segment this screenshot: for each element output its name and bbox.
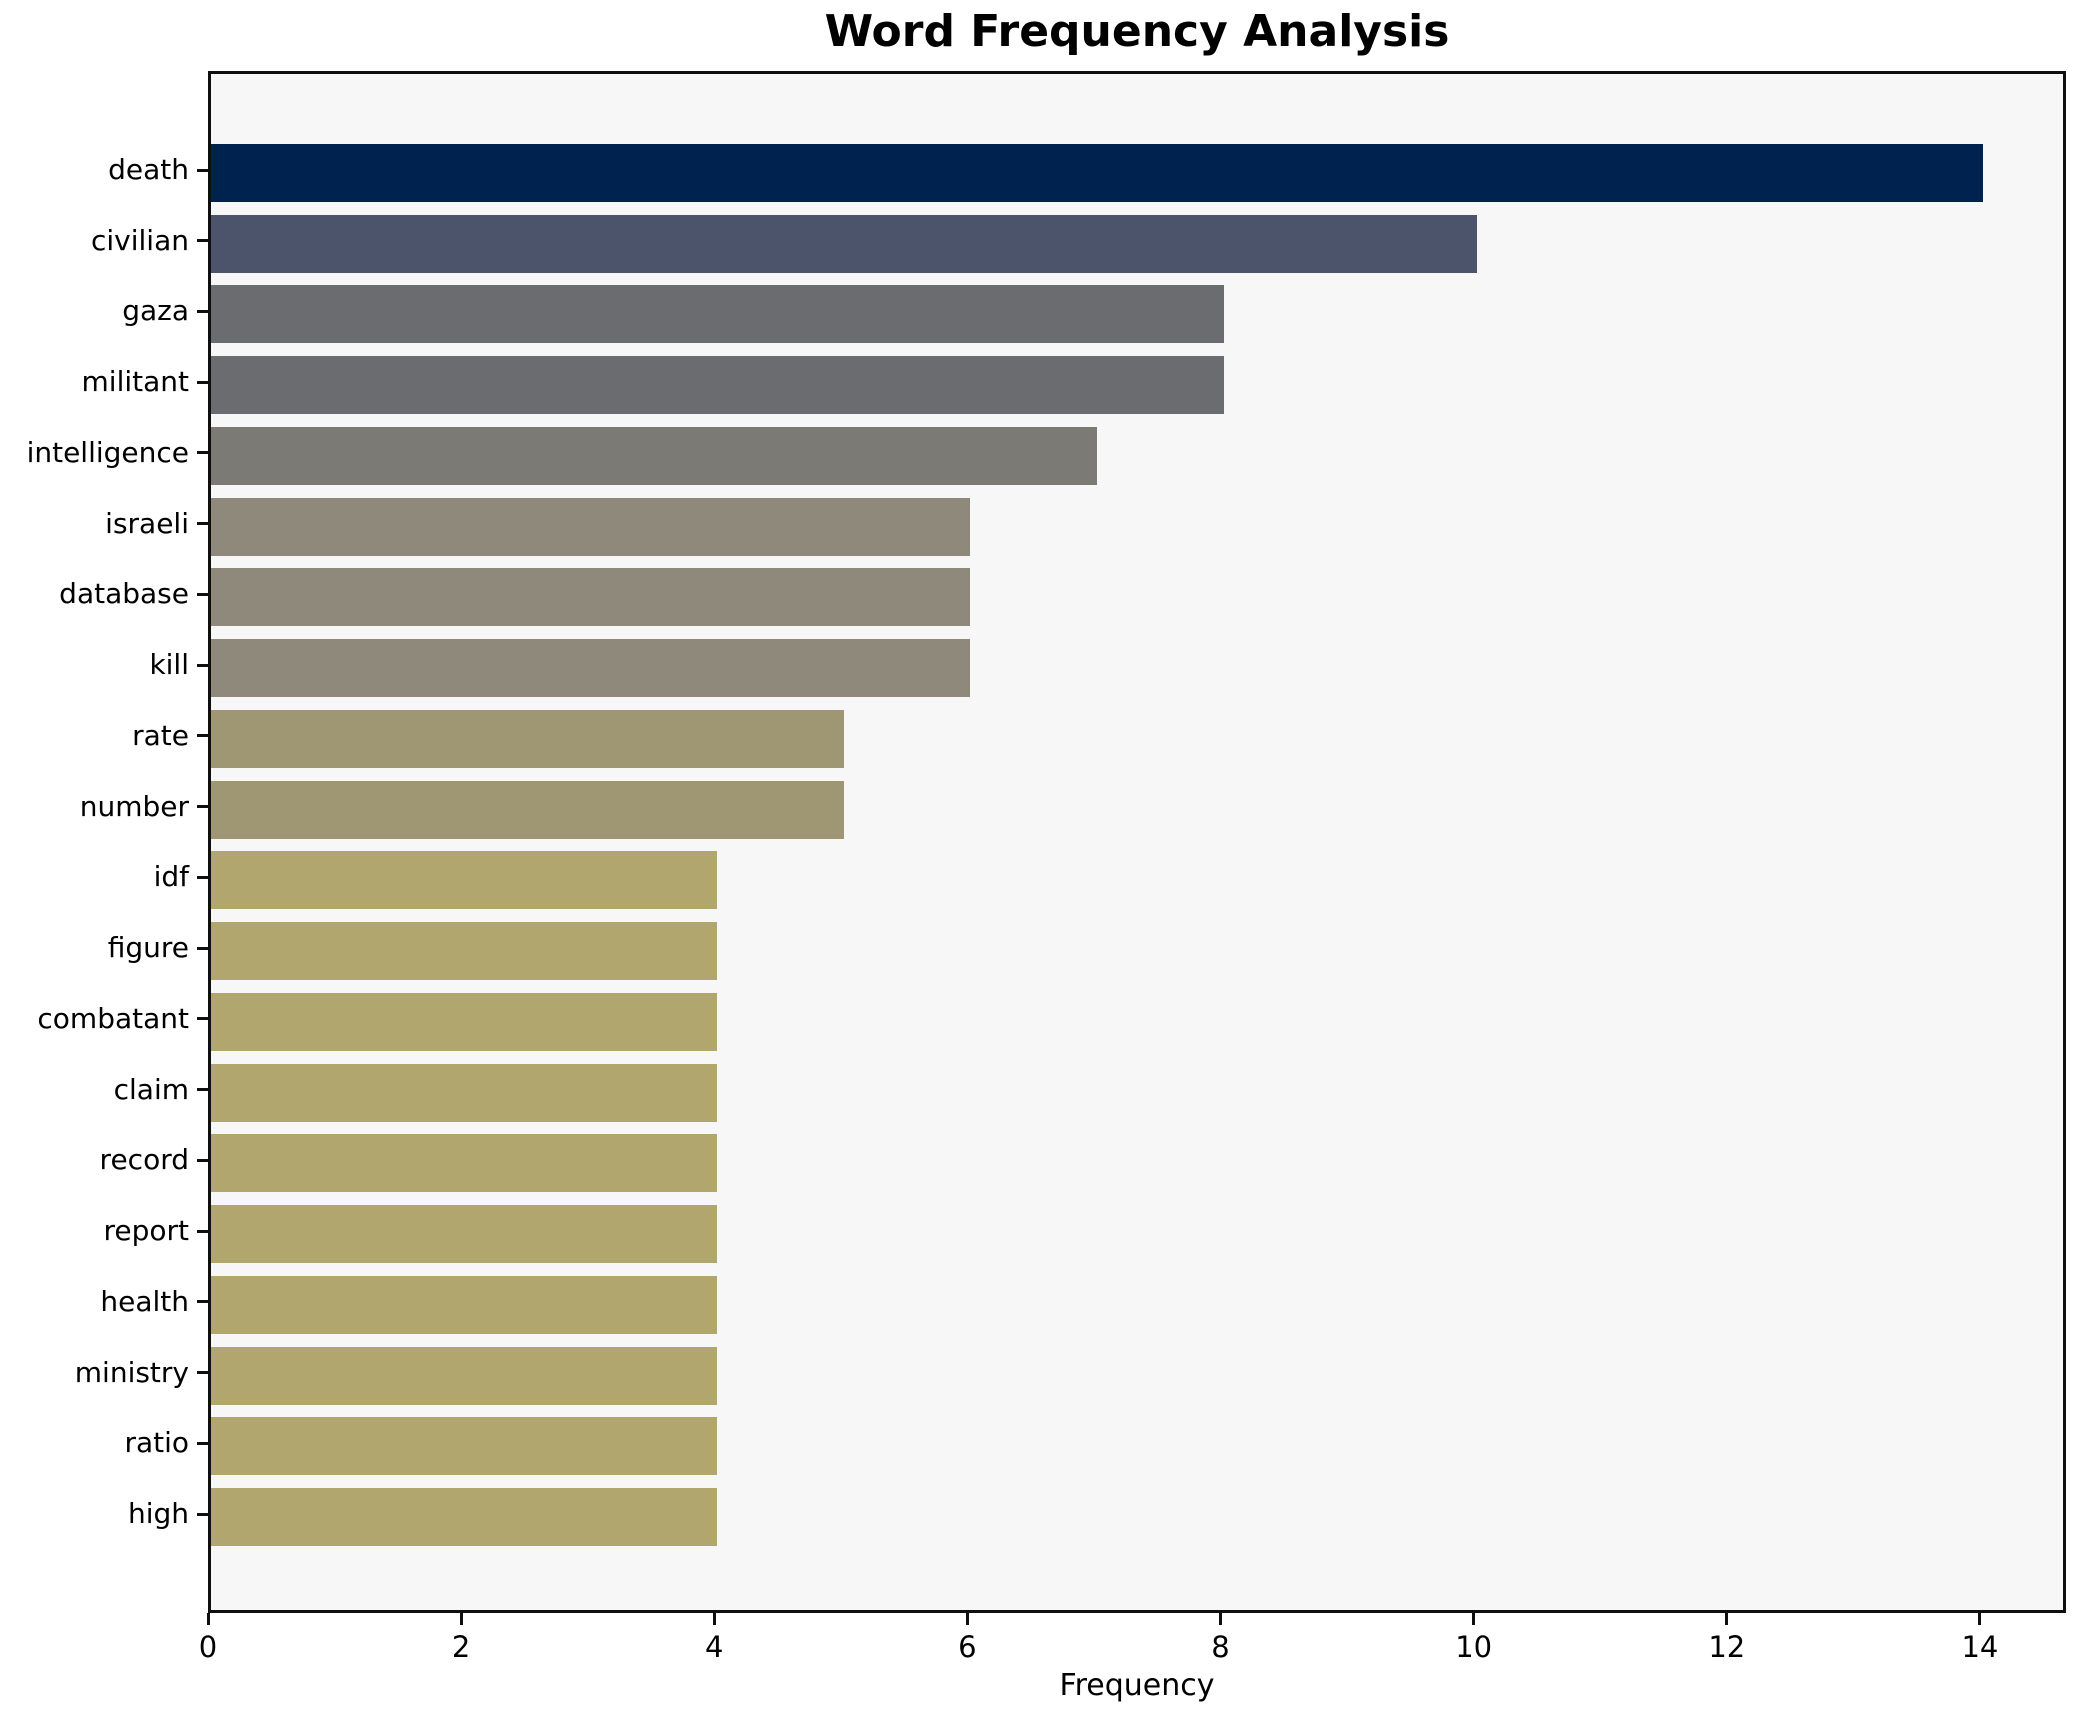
y-tick-mark — [197, 875, 208, 879]
y-tick-mark — [197, 1229, 208, 1233]
bar-israeli — [211, 497, 971, 556]
x-axis-title: Frequency — [1059, 1668, 1215, 1703]
y-tick-mark — [197, 1371, 208, 1375]
y-tick-mark — [197, 239, 208, 243]
x-tick-label-14: 14 — [1961, 1630, 1999, 1664]
y-tick-mark — [197, 380, 208, 384]
y-tick-label-ministry: ministry — [74, 1355, 189, 1389]
y-tick-mark — [197, 805, 208, 809]
bar-death — [211, 144, 1983, 202]
bar-idf — [211, 851, 718, 910]
y-tick-label-figure: figure — [107, 931, 189, 965]
y-tick-label-militant: militant — [81, 365, 189, 399]
bar-high — [211, 1488, 718, 1547]
y-tick-mark — [197, 309, 208, 313]
y-tick-mark — [197, 663, 208, 667]
y-tick-label-report: report — [103, 1214, 189, 1248]
x-tick-mark — [206, 1613, 210, 1625]
bar-gaza — [211, 285, 1224, 344]
y-tick-label-claim: claim — [113, 1072, 189, 1106]
y-tick-label-civilian: civilian — [91, 223, 189, 257]
bars-layer — [211, 74, 2063, 1610]
x-tick-label-0: 0 — [198, 1630, 218, 1664]
bar-record — [211, 1134, 718, 1193]
y-tick-label-database: database — [59, 577, 189, 611]
y-tick-label-kill: kill — [149, 648, 189, 682]
bar-claim — [211, 1063, 718, 1122]
bar-ministry — [211, 1346, 718, 1405]
x-tick-mark — [459, 1613, 463, 1625]
y-tick-mark — [197, 1441, 208, 1445]
y-tick-label-intelligence: intelligence — [26, 435, 189, 469]
x-tick-label-6: 6 — [958, 1630, 977, 1664]
y-tick-label-combatant: combatant — [37, 1001, 189, 1035]
y-tick-mark — [197, 1017, 208, 1021]
y-tick-mark — [197, 946, 208, 950]
x-tick-label-10: 10 — [1455, 1630, 1493, 1664]
x-tick-mark — [1472, 1613, 1476, 1625]
x-tick-label-12: 12 — [1708, 1630, 1746, 1664]
y-tick-mark — [197, 734, 208, 738]
x-tick-label-2: 2 — [451, 1630, 471, 1664]
bar-combatant — [211, 992, 718, 1051]
y-tick-label-health: health — [100, 1284, 189, 1318]
y-tick-mark — [197, 1088, 208, 1092]
y-tick-mark — [197, 1512, 208, 1516]
y-tick-mark — [197, 522, 208, 526]
x-tick-mark — [1219, 1613, 1223, 1625]
bar-number — [211, 780, 844, 839]
y-tick-mark — [197, 1300, 208, 1304]
chart-title: Word Frequency Analysis — [824, 6, 1450, 57]
y-tick-label-high: high — [127, 1497, 189, 1531]
y-tick-label-idf: idf — [153, 860, 189, 894]
y-tick-label-number: number — [79, 789, 189, 823]
y-tick-label-record: record — [99, 1143, 189, 1177]
x-tick-mark — [1725, 1613, 1729, 1625]
bar-militant — [211, 356, 1224, 415]
bar-rate — [211, 709, 844, 768]
x-tick-mark — [965, 1613, 969, 1625]
bar-kill — [211, 639, 971, 698]
y-tick-label-gaza: gaza — [122, 294, 189, 328]
y-tick-label-rate: rate — [132, 718, 189, 752]
bar-health — [211, 1275, 718, 1334]
x-tick-label-8: 8 — [1211, 1630, 1230, 1664]
y-tick-label-israeli: israeli — [105, 506, 189, 540]
y-tick-label-death: death — [108, 153, 189, 186]
y-tick-mark — [197, 451, 208, 455]
y-tick-mark — [197, 168, 208, 172]
bar-database — [211, 568, 971, 627]
x-tick-label-4: 4 — [705, 1630, 724, 1664]
y-tick-mark — [197, 1158, 208, 1162]
x-tick-mark — [1978, 1613, 1982, 1625]
x-tick-mark — [712, 1613, 716, 1625]
bar-report — [211, 1205, 718, 1264]
y-tick-mark — [197, 592, 208, 596]
bar-ratio — [211, 1417, 718, 1476]
plot-area — [208, 71, 2066, 1613]
bar-civilian — [211, 214, 1477, 273]
y-tick-label-ratio: ratio — [124, 1426, 189, 1460]
bar-intelligence — [211, 426, 1097, 485]
bar-figure — [211, 922, 718, 981]
